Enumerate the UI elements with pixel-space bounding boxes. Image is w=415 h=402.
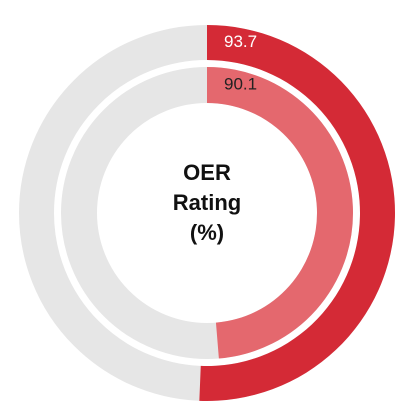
value-label: 93.7 <box>224 32 257 51</box>
arc-bar <box>207 67 354 359</box>
value-label: 90.1 <box>224 74 257 93</box>
chart-title: OER Rating (%) <box>172 160 242 245</box>
arc-bar <box>199 25 395 401</box>
